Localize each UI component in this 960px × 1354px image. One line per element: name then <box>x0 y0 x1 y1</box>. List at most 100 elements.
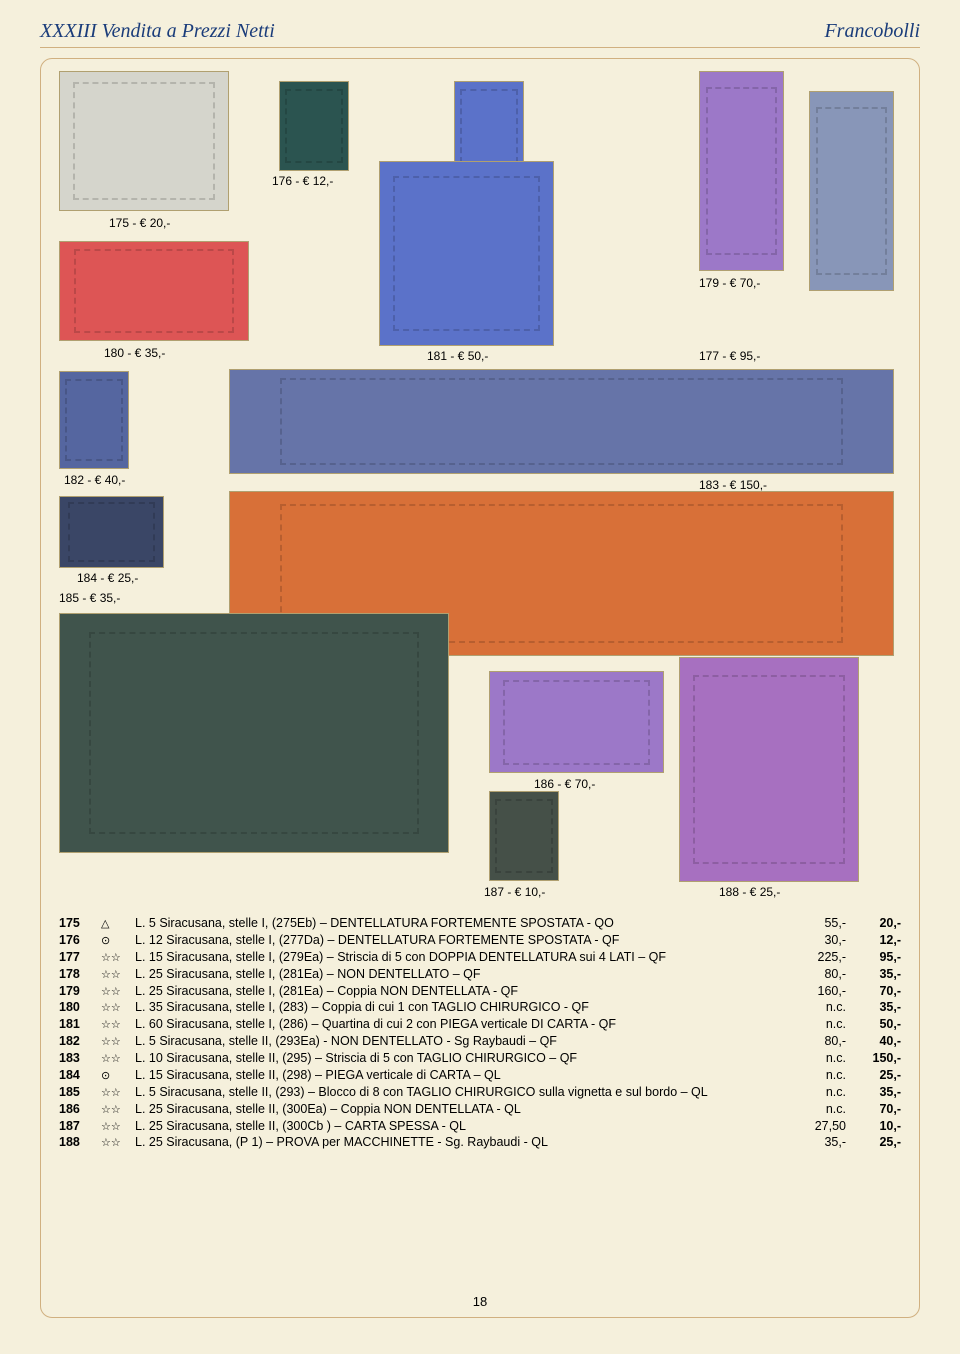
lot-number: 177 <box>59 949 101 966</box>
lot-description: L. 25 Siracusana, (P 1) – PROVA per MACC… <box>135 1134 786 1151</box>
stamps-area: 175 - € 20,- 176 - € 12,- 178 - € 35,- 1… <box>59 71 901 901</box>
lot-number: 178 <box>59 966 101 983</box>
lot-price-net: 40,- <box>846 1033 901 1050</box>
lot-symbol: ⊙ <box>101 1069 135 1084</box>
stamp-label-186: 186 - € 70,- <box>534 777 595 791</box>
lot-number: 181 <box>59 1016 101 1033</box>
lot-description: L. 60 Siracusana, stelle I, (286) – Quar… <box>135 1016 786 1033</box>
lot-description: L. 12 Siracusana, stelle I, (277Da) – DE… <box>135 932 786 949</box>
lot-listing: 175△L. 5 Siracusana, stelle I, (275Eb) –… <box>59 915 901 1151</box>
lot-price-catalog: n.c. <box>786 1016 846 1033</box>
lot-symbol: ☆☆ <box>101 968 135 983</box>
stamp-image-181 <box>379 161 554 346</box>
lot-symbol: △ <box>101 917 135 932</box>
lot-price-net: 10,- <box>846 1118 901 1135</box>
lot-row: 182☆☆L. 5 Siracusana, stelle II, (293Ea)… <box>59 1033 901 1050</box>
stamp-label-181: 181 - € 50,- <box>427 349 488 363</box>
lot-price-net: 25,- <box>846 1134 901 1151</box>
stamp-label-183: 183 - € 150,- <box>699 478 767 492</box>
lot-price-net: 25,- <box>846 1067 901 1084</box>
lot-row: 177☆☆L. 15 Siracusana, stelle I, (279Ea)… <box>59 949 901 966</box>
lot-price-net: 35,- <box>846 1084 901 1101</box>
lot-description: L. 25 Siracusana, stelle I, (281Ea) – Co… <box>135 983 786 1000</box>
stamp-label-179: 179 - € 70,- <box>699 276 760 290</box>
lot-price-net: 70,- <box>846 1101 901 1118</box>
stamp-image-183 <box>229 369 894 474</box>
lot-price-net: 50,- <box>846 1016 901 1033</box>
page-header: XXXIII Vendita a Prezzi Netti Francoboll… <box>40 20 920 48</box>
lot-row: 175△L. 5 Siracusana, stelle I, (275Eb) –… <box>59 915 901 932</box>
lot-number: 185 <box>59 1084 101 1101</box>
lot-number: 180 <box>59 999 101 1016</box>
lot-symbol: ⊙ <box>101 934 135 949</box>
stamp-image-187 <box>489 791 559 881</box>
lot-symbol: ☆☆ <box>101 951 135 966</box>
lot-number: 187 <box>59 1118 101 1135</box>
stamp-image-184 <box>59 496 164 568</box>
lot-row: 188☆☆L. 25 Siracusana, (P 1) – PROVA per… <box>59 1134 901 1151</box>
lot-price-net: 70,- <box>846 983 901 1000</box>
lot-price-catalog: 27,50 <box>786 1118 846 1135</box>
lot-description: L. 5 Siracusana, stelle II, (293) – Bloc… <box>135 1084 786 1101</box>
lot-price-catalog: n.c. <box>786 1101 846 1118</box>
stamp-image-186 <box>489 671 664 773</box>
stamp-label-175: 175 - € 20,- <box>109 216 170 230</box>
stamp-image-182 <box>59 371 129 469</box>
stamp-image-180 <box>59 241 249 341</box>
stamp-image-176 <box>279 81 349 171</box>
lot-symbol: ☆☆ <box>101 1136 135 1151</box>
lot-description: L. 25 Siracusana, stelle I, (281Ea) – NO… <box>135 966 786 983</box>
lot-price-catalog: 35,- <box>786 1134 846 1151</box>
lot-symbol: ☆☆ <box>101 1001 135 1016</box>
stamp-image-175 <box>59 71 229 211</box>
lot-row: 176⊙L. 12 Siracusana, stelle I, (277Da) … <box>59 932 901 949</box>
lot-row: 178☆☆L. 25 Siracusana, stelle I, (281Ea)… <box>59 966 901 983</box>
lot-price-net: 20,- <box>846 915 901 932</box>
stamp-label-187: 187 - € 10,- <box>484 885 545 899</box>
lot-price-net: 150,- <box>846 1050 901 1067</box>
lot-row: 179☆☆L. 25 Siracusana, stelle I, (281Ea)… <box>59 983 901 1000</box>
lot-number: 182 <box>59 1033 101 1050</box>
stamp-image-178 <box>454 81 524 171</box>
lot-symbol: ☆☆ <box>101 1052 135 1067</box>
lot-row: 183☆☆L. 10 Siracusana, stelle II, (295) … <box>59 1050 901 1067</box>
stamp-image-185 <box>59 613 449 853</box>
lot-number: 188 <box>59 1134 101 1151</box>
stamp-label-177: 177 - € 95,- <box>699 349 760 363</box>
lot-row: 180☆☆L. 35 Siracusana, stelle I, (283) –… <box>59 999 901 1016</box>
lot-number: 184 <box>59 1067 101 1084</box>
lot-price-catalog: 30,- <box>786 932 846 949</box>
header-left: XXXIII Vendita a Prezzi Netti <box>40 20 275 43</box>
stamp-image-179 <box>699 71 784 271</box>
stamp-label-176: 176 - € 12,- <box>272 174 333 188</box>
page-number: 18 <box>473 1294 487 1309</box>
stamp-label-182: 182 - € 40,- <box>64 473 125 487</box>
lot-price-net: 95,- <box>846 949 901 966</box>
stamp-label-185: 185 - € 35,- <box>59 591 120 605</box>
content-frame: 175 - € 20,- 176 - € 12,- 178 - € 35,- 1… <box>40 58 920 1318</box>
stamp-label-184: 184 - € 25,- <box>77 571 138 585</box>
lot-price-catalog: 160,- <box>786 983 846 1000</box>
lot-symbol: ☆☆ <box>101 985 135 1000</box>
lot-number: 176 <box>59 932 101 949</box>
lot-row: 181☆☆L. 60 Siracusana, stelle I, (286) –… <box>59 1016 901 1033</box>
lot-description: L. 5 Siracusana, stelle I, (275Eb) – DEN… <box>135 915 786 932</box>
lot-price-catalog: n.c. <box>786 999 846 1016</box>
lot-price-catalog: 55,- <box>786 915 846 932</box>
lot-price-catalog: 80,- <box>786 1033 846 1050</box>
lot-description: L. 25 Siracusana, stelle II, (300Ea) – C… <box>135 1101 786 1118</box>
lot-row: 187☆☆L. 25 Siracusana, stelle II, (300Cb… <box>59 1118 901 1135</box>
lot-price-catalog: n.c. <box>786 1050 846 1067</box>
lot-price-net: 12,- <box>846 932 901 949</box>
lot-symbol: ☆☆ <box>101 1120 135 1135</box>
lot-description: L. 35 Siracusana, stelle I, (283) – Copp… <box>135 999 786 1016</box>
lot-symbol: ☆☆ <box>101 1035 135 1050</box>
stamp-image-188 <box>679 657 859 882</box>
lot-row: 184⊙L. 15 Siracusana, stelle II, (298) –… <box>59 1067 901 1084</box>
lot-symbol: ☆☆ <box>101 1086 135 1101</box>
lot-price-catalog: 80,- <box>786 966 846 983</box>
lot-symbol: ☆☆ <box>101 1018 135 1033</box>
lot-price-catalog: 225,- <box>786 949 846 966</box>
lot-price-catalog: n.c. <box>786 1084 846 1101</box>
lot-description: L. 15 Siracusana, stelle II, (298) – PIE… <box>135 1067 786 1084</box>
